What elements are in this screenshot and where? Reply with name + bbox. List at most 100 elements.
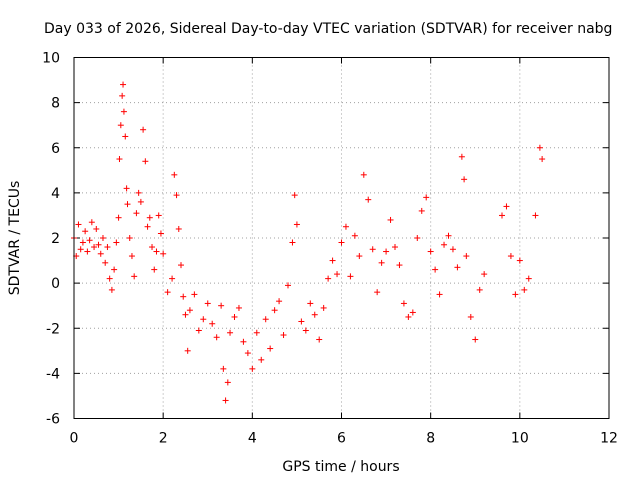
data-point <box>521 286 528 293</box>
data-point <box>235 304 242 311</box>
data-point <box>276 298 283 305</box>
data-point <box>173 192 180 199</box>
data-point <box>249 365 256 372</box>
data-point <box>209 320 216 327</box>
data-point <box>126 235 133 241</box>
data-point <box>151 266 158 273</box>
data-point <box>271 307 278 314</box>
y-tick-label: 2 <box>51 231 60 247</box>
data-point <box>356 253 363 260</box>
data-point <box>133 210 140 217</box>
data-point <box>144 223 151 230</box>
data-point <box>347 273 354 280</box>
data-point <box>320 304 327 311</box>
data-point <box>164 289 171 296</box>
data-point <box>503 203 510 210</box>
data-point <box>120 108 127 115</box>
data-point <box>472 336 479 343</box>
data-point <box>267 345 274 352</box>
x-tick-label: 12 <box>600 431 618 447</box>
data-point <box>445 232 452 239</box>
y-tick-label: -4 <box>46 366 60 382</box>
x-axis-label: GPS time / hours <box>282 459 399 475</box>
data-point <box>77 246 84 253</box>
data-point <box>195 327 202 334</box>
data-point <box>122 133 129 140</box>
data-point <box>116 156 123 163</box>
data-point <box>146 214 153 221</box>
chart-title: Day 033 of 2026, Sidereal Day-to-day VTE… <box>44 21 612 37</box>
data-point <box>82 228 89 235</box>
data-point <box>280 332 287 339</box>
x-tick-label: 10 <box>511 431 529 447</box>
data-point <box>97 250 104 257</box>
data-point <box>378 259 385 266</box>
data-point <box>338 239 345 246</box>
data-point <box>99 235 106 241</box>
data-point <box>298 318 305 325</box>
data-point <box>227 329 234 336</box>
plot-frame <box>73 57 610 419</box>
data-point <box>155 212 162 219</box>
data-point <box>222 397 229 404</box>
y-tick-label: 0 <box>51 276 60 292</box>
y-tick-label: 8 <box>51 96 60 112</box>
data-point <box>365 196 372 203</box>
data-point <box>169 275 176 282</box>
data-point <box>532 212 539 219</box>
data-point <box>351 232 358 239</box>
data-point <box>75 221 82 228</box>
data-point <box>191 291 198 298</box>
data-point <box>307 300 314 307</box>
data-point <box>461 176 468 183</box>
data-point <box>142 158 149 165</box>
data-point <box>481 271 488 278</box>
y-tick-label: -2 <box>46 321 60 337</box>
data-point <box>220 365 227 372</box>
data-point <box>137 198 144 205</box>
data-point <box>95 241 102 248</box>
data-point <box>418 207 425 214</box>
data-point <box>153 248 160 255</box>
data-point <box>325 275 332 282</box>
data-point <box>108 286 115 293</box>
data-point <box>423 194 430 201</box>
data-point <box>102 259 109 266</box>
data-point <box>293 221 300 228</box>
data-point <box>160 250 167 257</box>
data-point <box>113 239 120 246</box>
data-point <box>253 329 260 336</box>
data-point <box>213 334 220 341</box>
data-point <box>180 293 187 300</box>
data-point <box>396 262 403 269</box>
y-tick-label: -6 <box>46 412 60 428</box>
data-point <box>131 273 138 280</box>
data-point <box>262 316 269 323</box>
data-point <box>157 230 164 237</box>
data-point <box>436 291 443 298</box>
data-point <box>414 235 421 241</box>
data-point <box>93 225 100 232</box>
data-point <box>104 244 111 251</box>
data-points <box>71 81 546 404</box>
data-point <box>405 313 412 320</box>
data-point <box>84 248 91 255</box>
data-point <box>91 244 98 251</box>
data-point <box>463 253 470 260</box>
data-point <box>334 271 341 278</box>
data-point <box>454 264 461 271</box>
data-point <box>204 300 211 307</box>
data-point <box>111 266 118 273</box>
data-point <box>441 241 448 248</box>
data-point <box>224 379 231 386</box>
data-point <box>244 350 251 357</box>
data-point <box>289 239 296 246</box>
data-point <box>467 313 474 320</box>
data-point <box>200 316 207 323</box>
data-point <box>360 171 367 178</box>
data-point <box>171 171 178 178</box>
data-point <box>539 156 546 163</box>
data-point <box>86 237 93 244</box>
data-point <box>499 212 505 219</box>
